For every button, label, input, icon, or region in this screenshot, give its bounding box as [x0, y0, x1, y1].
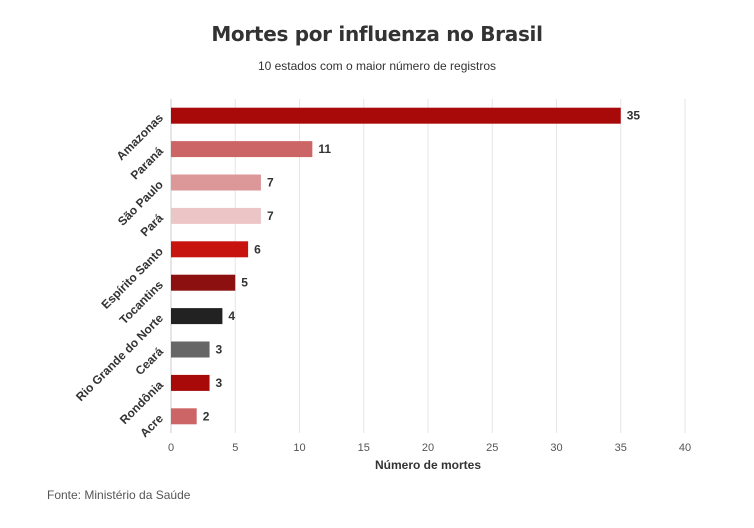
bar: [171, 207, 261, 224]
source-note: Fonte: Ministério da Saúde: [47, 488, 191, 502]
bar: [171, 341, 210, 358]
bar: [171, 107, 621, 124]
bar: [171, 241, 249, 258]
data-label: 7: [267, 209, 274, 223]
data-label: 3: [216, 376, 223, 390]
x-tick-label: 0: [168, 442, 174, 454]
bars: 35 11 7 7 6 5 4 3 3 2: [171, 107, 641, 425]
data-label: 5: [241, 276, 248, 290]
x-tick-label: 35: [615, 442, 627, 454]
bar: [171, 374, 210, 391]
x-axis-ticks: 0 5 10 15 20 25 30 35 40: [168, 442, 691, 454]
x-tick-label: 15: [358, 442, 370, 454]
x-tick-label: 40: [679, 442, 691, 454]
category-label: Acre: [137, 411, 166, 440]
bar: [171, 141, 313, 158]
chart-subtitle: 10 estados com o maior número de registr…: [257, 59, 497, 73]
bar: [171, 174, 261, 191]
x-tick-label: 10: [293, 442, 305, 454]
data-label: 7: [267, 176, 274, 190]
x-tick-label: 5: [232, 442, 238, 454]
chart-title: Mortes por influenza no Brasil: [211, 22, 543, 46]
x-axis-title: Número de mortes: [375, 458, 481, 472]
x-tick-label: 20: [422, 442, 434, 454]
data-label: 3: [216, 343, 223, 357]
bar: [171, 274, 236, 291]
x-tick-label: 25: [486, 442, 498, 454]
category-label: Pará: [138, 211, 167, 240]
bar: [171, 308, 223, 325]
x-tick-label: 30: [550, 442, 562, 454]
bar: [171, 408, 197, 425]
data-label: 2: [203, 409, 210, 423]
data-label: 35: [627, 109, 641, 123]
data-label: 4: [228, 309, 235, 323]
data-label: 6: [254, 242, 261, 256]
data-label: 11: [318, 142, 331, 156]
